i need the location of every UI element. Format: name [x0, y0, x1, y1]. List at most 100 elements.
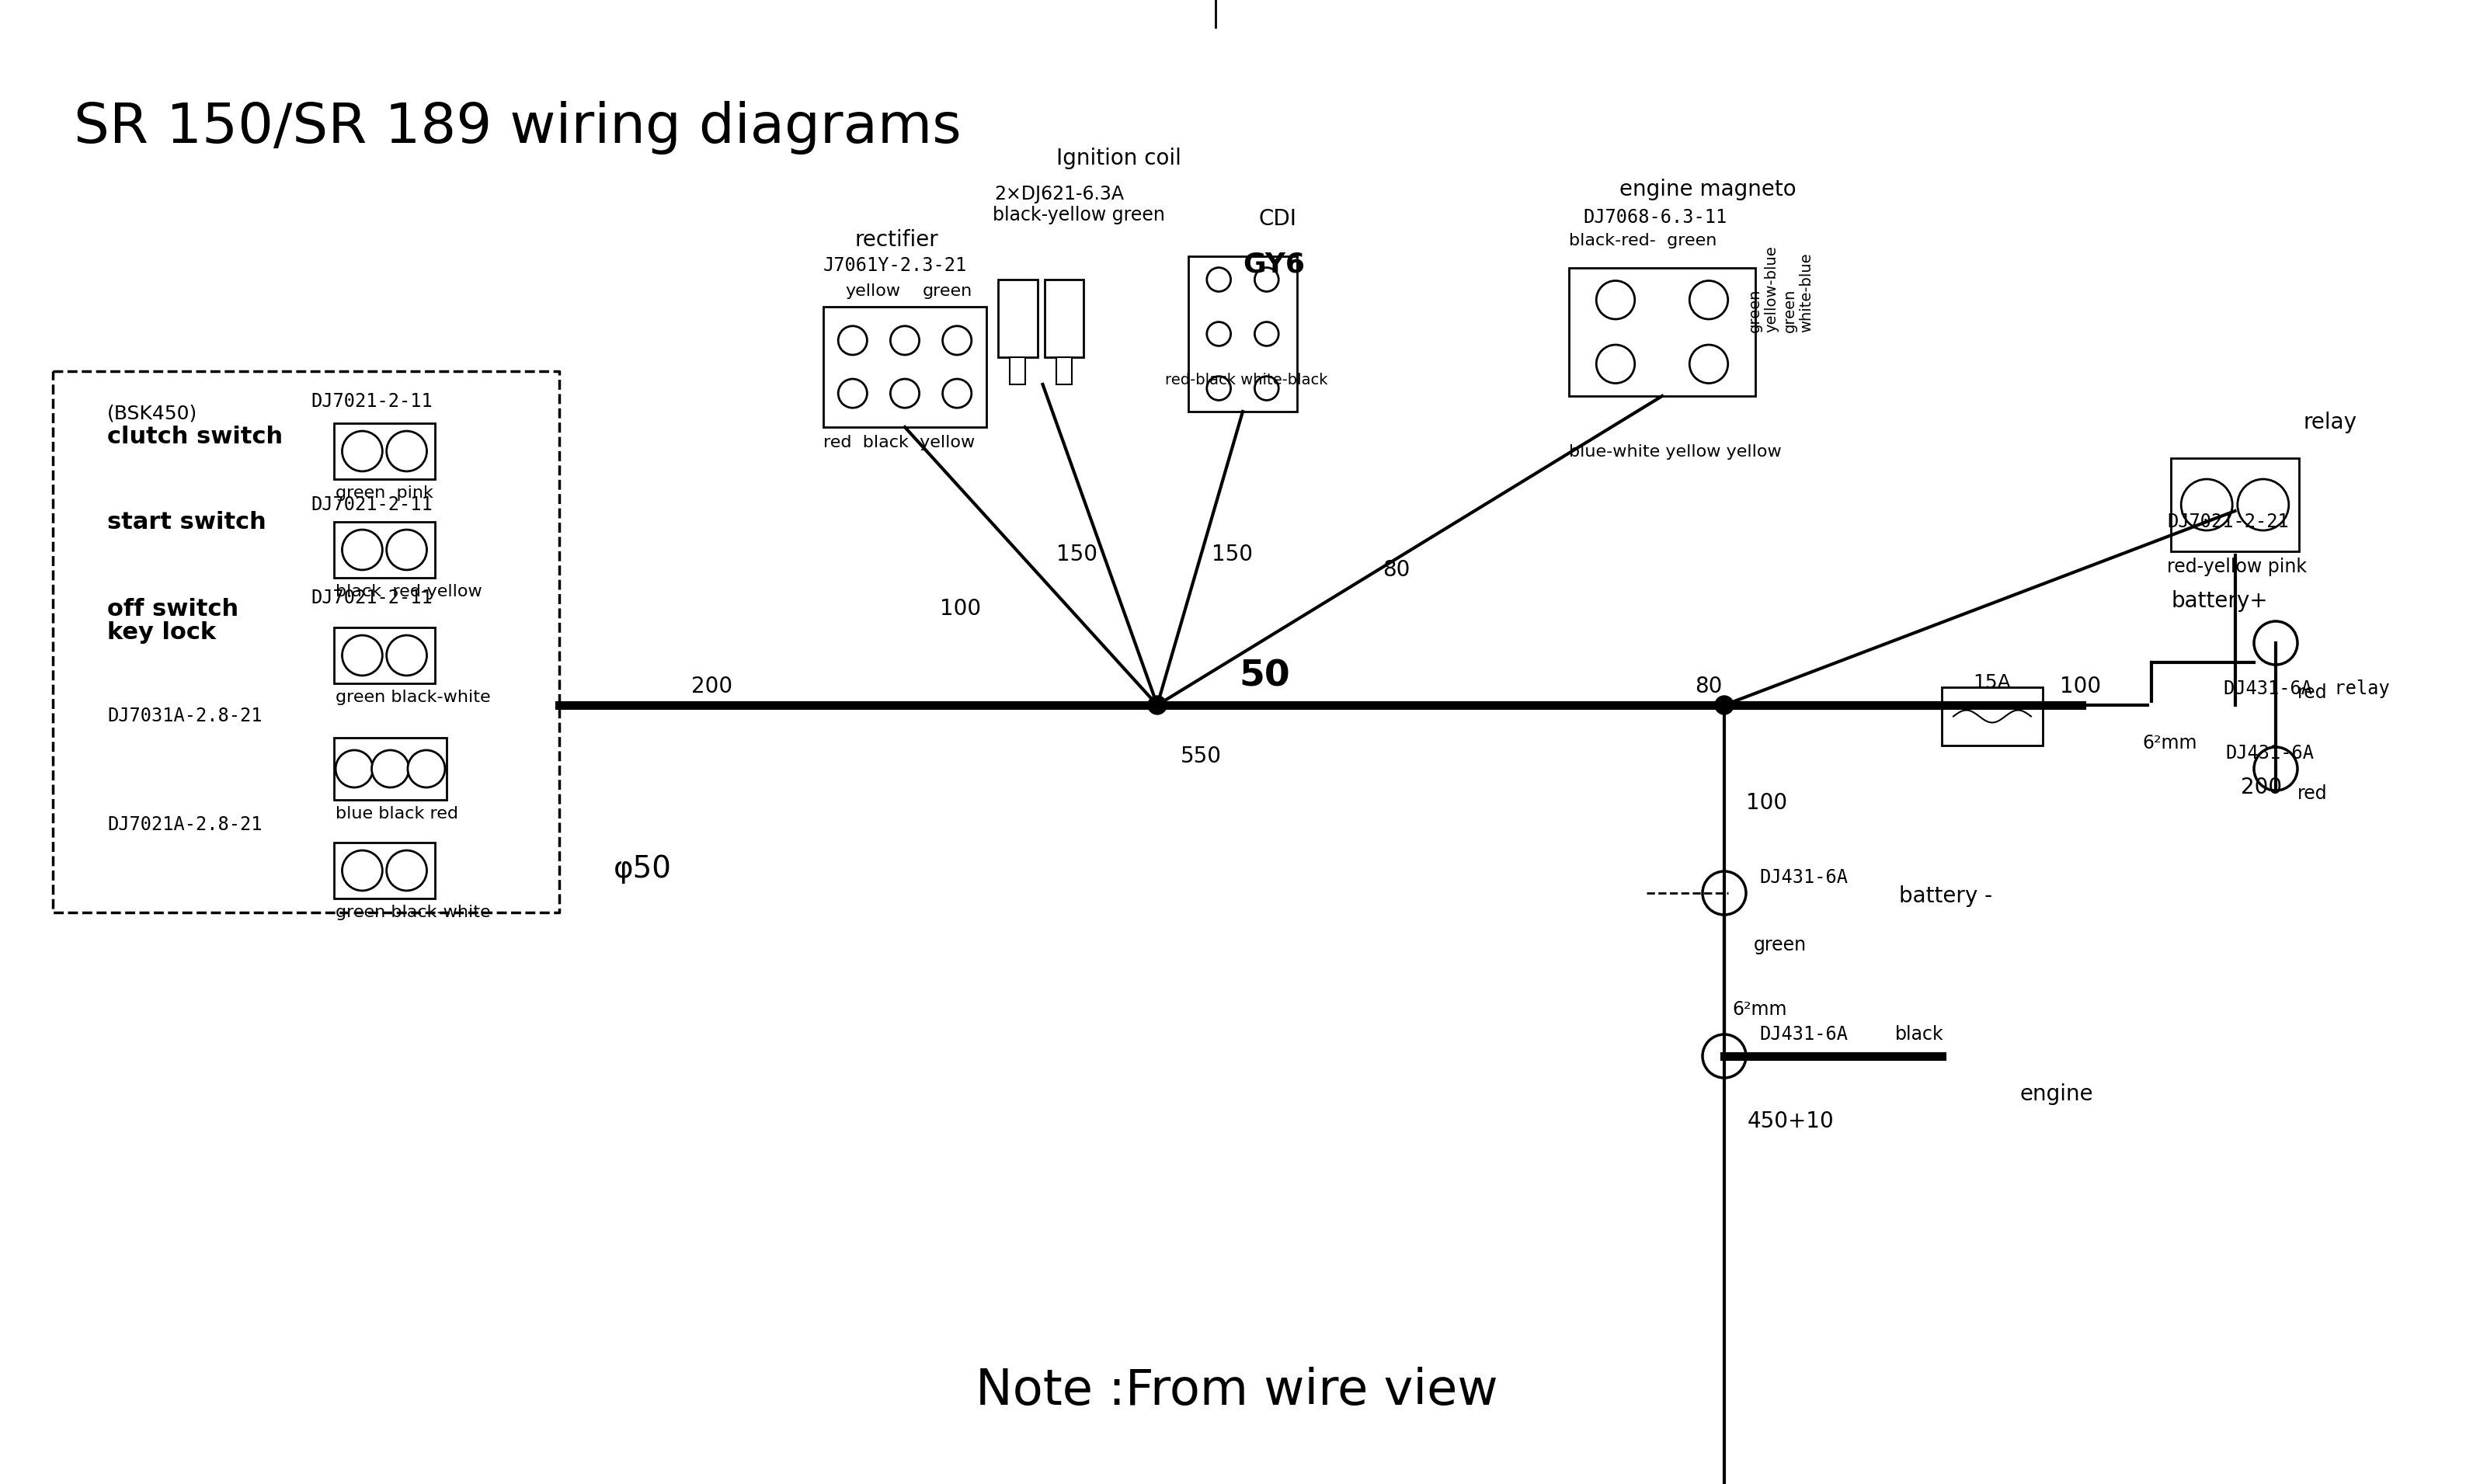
Text: DJ431-6A: DJ431-6A — [2226, 743, 2315, 763]
Circle shape — [341, 850, 383, 890]
Text: green black-white: green black-white — [336, 690, 490, 705]
Circle shape — [838, 326, 868, 355]
Text: 100: 100 — [1746, 792, 1788, 813]
Bar — [334, 522, 435, 577]
Text: green  pink: green pink — [336, 485, 433, 502]
Text: start switch: start switch — [106, 510, 267, 533]
Circle shape — [1207, 267, 1232, 291]
Text: SR 150/SR 189 wiring diagrams: SR 150/SR 189 wiring diagrams — [74, 101, 962, 154]
Text: green: green — [922, 283, 972, 298]
Text: 150: 150 — [1056, 543, 1098, 565]
Text: DJ7068-6.3-11: DJ7068-6.3-11 — [1583, 208, 1726, 227]
Text: engine magneto: engine magneto — [1620, 178, 1795, 200]
Text: black-yellow green: black-yellow green — [992, 206, 1165, 224]
Circle shape — [341, 635, 383, 675]
Text: DJ7021-2-11: DJ7021-2-11 — [312, 392, 433, 411]
Text: 100: 100 — [940, 598, 982, 620]
Circle shape — [1595, 280, 1635, 319]
Text: red: red — [2297, 683, 2327, 702]
Text: (BSK450): (BSK450) — [106, 404, 198, 423]
Text: 15A: 15A — [1973, 674, 2011, 692]
Text: battery -: battery - — [1899, 886, 1993, 907]
Text: DJ7021A-2.8-21: DJ7021A-2.8-21 — [106, 815, 262, 834]
Text: red-black white-black: red-black white-black — [1165, 372, 1328, 387]
Bar — [999, 279, 1036, 358]
Bar — [824, 307, 987, 427]
Bar — [334, 628, 435, 683]
Text: GY6: GY6 — [1244, 251, 1306, 278]
Text: clutch switch: clutch switch — [106, 426, 282, 448]
Circle shape — [942, 326, 972, 355]
Circle shape — [386, 850, 428, 890]
Text: DJ7031A-2.8-21: DJ7031A-2.8-21 — [106, 706, 262, 726]
Circle shape — [942, 378, 972, 408]
Circle shape — [386, 635, 428, 675]
Bar — [1009, 358, 1026, 384]
Text: 50: 50 — [1239, 659, 1291, 693]
Text: 2×DJ621-6.3A: 2×DJ621-6.3A — [994, 186, 1123, 203]
Circle shape — [1689, 280, 1729, 319]
Text: 200: 200 — [692, 675, 732, 697]
Text: 150: 150 — [1212, 543, 1254, 565]
Text: DJ431-6A  relay: DJ431-6A relay — [2223, 680, 2389, 697]
Bar — [2171, 459, 2300, 552]
Circle shape — [1701, 1034, 1746, 1077]
Text: CDI: CDI — [1259, 208, 1296, 230]
Circle shape — [2238, 479, 2290, 530]
Text: red: red — [2297, 785, 2327, 803]
Text: 450+10: 450+10 — [1748, 1110, 1835, 1132]
Text: relay: relay — [2302, 411, 2357, 433]
Circle shape — [1147, 696, 1167, 714]
Circle shape — [1254, 377, 1279, 401]
Circle shape — [1595, 344, 1635, 383]
Text: DJ7021-2-11: DJ7021-2-11 — [312, 496, 433, 513]
Text: black: black — [1894, 1025, 1944, 1043]
Circle shape — [2253, 622, 2297, 665]
Text: 550: 550 — [1180, 745, 1222, 767]
Circle shape — [890, 326, 920, 355]
Text: Note :From wire view: Note :From wire view — [974, 1367, 1499, 1414]
Circle shape — [341, 430, 383, 472]
Text: 6²mm: 6²mm — [1731, 1000, 1788, 1020]
Circle shape — [341, 530, 383, 570]
Text: yellow: yellow — [846, 283, 900, 298]
Bar — [1190, 257, 1296, 411]
Bar — [334, 738, 448, 800]
Text: rectifier: rectifier — [853, 229, 937, 251]
Text: battery+: battery+ — [2171, 591, 2268, 611]
Bar — [1056, 358, 1071, 384]
Text: 6²mm: 6²mm — [2142, 735, 2196, 752]
Circle shape — [2253, 746, 2297, 791]
Text: φ50: φ50 — [613, 855, 673, 883]
Circle shape — [386, 530, 428, 570]
Text: blue black red: blue black red — [336, 806, 458, 822]
Circle shape — [1207, 322, 1232, 346]
Text: black  red-yellow: black red-yellow — [336, 585, 482, 600]
Text: J7061Y-2.3-21: J7061Y-2.3-21 — [824, 257, 967, 275]
Text: green black-white: green black-white — [336, 905, 490, 920]
Circle shape — [336, 749, 373, 788]
Circle shape — [838, 378, 868, 408]
Text: 80: 80 — [1382, 559, 1410, 580]
Text: DJ431-6A: DJ431-6A — [1758, 868, 1847, 887]
Circle shape — [1254, 322, 1279, 346]
Circle shape — [890, 378, 920, 408]
Bar — [334, 423, 435, 479]
Bar — [1044, 279, 1083, 358]
Bar — [334, 843, 435, 898]
Circle shape — [1714, 696, 1734, 714]
Text: key lock: key lock — [106, 622, 215, 644]
Circle shape — [371, 749, 408, 788]
Text: green
yellow-blue: green yellow-blue — [1748, 245, 1778, 332]
Text: black-red-  green: black-red- green — [1568, 233, 1716, 248]
Bar — [1568, 269, 1756, 396]
Text: DJ7021-2-21: DJ7021-2-21 — [2166, 512, 2288, 531]
Bar — [1941, 687, 2043, 745]
Text: red-yellow pink: red-yellow pink — [2166, 558, 2307, 576]
Text: 80: 80 — [1694, 675, 1721, 697]
Circle shape — [2181, 479, 2233, 530]
Text: DJ7021-2-11: DJ7021-2-11 — [312, 589, 433, 607]
Text: green: green — [1753, 936, 1808, 954]
Text: blue-white yellow yellow: blue-white yellow yellow — [1568, 444, 1781, 460]
Circle shape — [1689, 344, 1729, 383]
